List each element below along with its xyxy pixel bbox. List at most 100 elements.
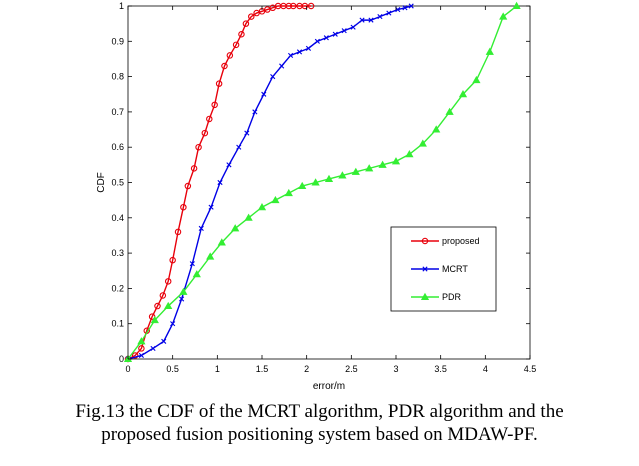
y-tick-label: 0.3 <box>111 248 124 258</box>
data-point-proposed <box>285 2 293 10</box>
data-point-mcrt <box>341 28 347 34</box>
data-point-proposed <box>164 278 172 285</box>
data-point-pdr <box>271 195 280 204</box>
data-point-pdr <box>150 315 159 324</box>
data-point-mcrt <box>170 321 176 327</box>
data-point-mcrt <box>305 45 312 51</box>
x-tick-label: 4 <box>483 364 488 374</box>
ticks-layer: 0 0.5 1 1.5 2 2.5 3 3.5 4 4.5 0 0.1 0.2 0.3 0.4 0.5 0.6 0… <box>111 1 536 374</box>
data-point-proposed <box>206 115 213 123</box>
y-tick-label: 0.7 <box>111 107 124 117</box>
series-layer <box>123 1 521 363</box>
data-point-proposed <box>248 13 255 20</box>
x-tick-label: 1.5 <box>256 364 269 374</box>
legend-box <box>390 226 497 312</box>
data-point-mcrt <box>270 74 276 80</box>
data-point-proposed <box>307 2 315 10</box>
x-tick-label: 1 <box>215 364 220 374</box>
x-tick-label: 0.5 <box>166 364 179 374</box>
data-point-pdr <box>244 213 253 221</box>
data-point-pdr <box>378 160 387 168</box>
legend-entry-mcrt: MCRT <box>411 264 468 274</box>
cdf-chart: 0 0.5 1 1.5 2 2.5 3 3.5 4 4.5 0 0.1 0.2 0.3 0.4 0.5 0.6 0… <box>96 1 536 392</box>
data-point-mcrt <box>377 14 383 20</box>
data-point-proposed <box>232 41 240 49</box>
data-point-pdr <box>512 1 521 9</box>
data-point-mcrt <box>226 162 232 168</box>
data-point-mcrt <box>314 38 320 44</box>
data-point-pdr <box>257 203 267 211</box>
y-tick-label: 1 <box>119 1 124 11</box>
data-point-mcrt <box>252 109 258 115</box>
data-point-proposed <box>159 292 167 299</box>
y-tick-label: 0.6 <box>111 142 124 152</box>
data-point-mcrt <box>279 63 285 69</box>
data-point-pdr <box>445 107 454 115</box>
legend-label: proposed <box>442 236 480 246</box>
data-point-proposed <box>221 62 228 70</box>
caption-line-1: Fig.13 the CDF of the MCRT algorithm, PD… <box>75 401 564 422</box>
data-point-proposed <box>184 182 192 190</box>
legend-label: PDR <box>442 292 462 302</box>
data-point-proposed <box>195 143 202 151</box>
caption-line-2: proposed fusion positioning system based… <box>101 424 538 445</box>
series-line-proposed <box>127 5 312 360</box>
data-point-pdr <box>164 301 173 310</box>
data-point-mcrt <box>161 338 167 344</box>
data-point-proposed <box>154 302 161 310</box>
data-point-proposed <box>226 52 234 59</box>
data-point-mcrt <box>198 225 204 231</box>
data-point-proposed <box>301 2 309 10</box>
data-point-mcrt <box>208 204 214 210</box>
data-point-proposed <box>290 2 297 10</box>
y-axis-label: CDF <box>96 172 107 193</box>
y-tick-label: 0.9 <box>111 36 124 46</box>
x-tick-label: 3 <box>393 364 398 374</box>
data-point-pdr <box>418 139 427 147</box>
legend: proposed MCRT PDR <box>390 226 497 312</box>
y-tick-label: 0.2 <box>111 283 124 293</box>
data-point-proposed <box>211 101 218 109</box>
data-point-proposed <box>242 20 250 27</box>
data-point-pdr <box>324 174 334 182</box>
data-point-mcrt <box>359 17 365 23</box>
data-point-mcrt <box>332 31 338 37</box>
data-point-mcrt <box>296 49 303 55</box>
data-point-pdr <box>179 287 188 295</box>
data-point-mcrt <box>244 130 250 136</box>
y-tick-label: 0.8 <box>111 72 124 82</box>
legend-entry-proposed: proposed <box>411 236 480 246</box>
data-point-pdr <box>365 164 374 172</box>
legend-marker <box>422 266 428 272</box>
data-point-pdr <box>192 270 201 278</box>
data-point-mcrt <box>138 352 144 359</box>
legend-marker <box>420 292 430 300</box>
data-point-mcrt <box>261 91 267 97</box>
data-point-pdr <box>137 337 146 345</box>
y-tick-label: 0.1 <box>111 319 124 329</box>
data-point-pdr <box>405 150 414 158</box>
data-point-mcrt <box>350 24 356 30</box>
data-point-mcrt <box>236 144 242 150</box>
data-point-pdr <box>458 90 468 98</box>
data-point-pdr <box>351 167 360 175</box>
legend-label: MCRT <box>442 264 468 274</box>
x-tick-label: 3.5 <box>434 364 447 374</box>
y-tick-label: 0 <box>119 354 124 364</box>
y-tick-label: 0.5 <box>111 178 124 188</box>
data-point-mcrt <box>323 35 329 41</box>
data-point-mcrt <box>150 345 156 351</box>
series-pdr <box>123 1 521 362</box>
data-point-mcrt <box>368 17 374 23</box>
data-point-proposed <box>180 203 187 211</box>
data-point-pdr <box>485 47 494 55</box>
x-axis-label: error/m <box>313 381 345 392</box>
x-tick-label: 0 <box>125 364 130 374</box>
data-point-pdr <box>284 188 293 197</box>
data-point-mcrt <box>189 261 195 267</box>
data-point-pdr <box>391 157 401 165</box>
data-point-mcrt <box>179 296 185 302</box>
data-point-mcrt <box>287 52 294 59</box>
data-point-proposed <box>201 129 209 137</box>
data-point-pdr <box>231 224 240 232</box>
